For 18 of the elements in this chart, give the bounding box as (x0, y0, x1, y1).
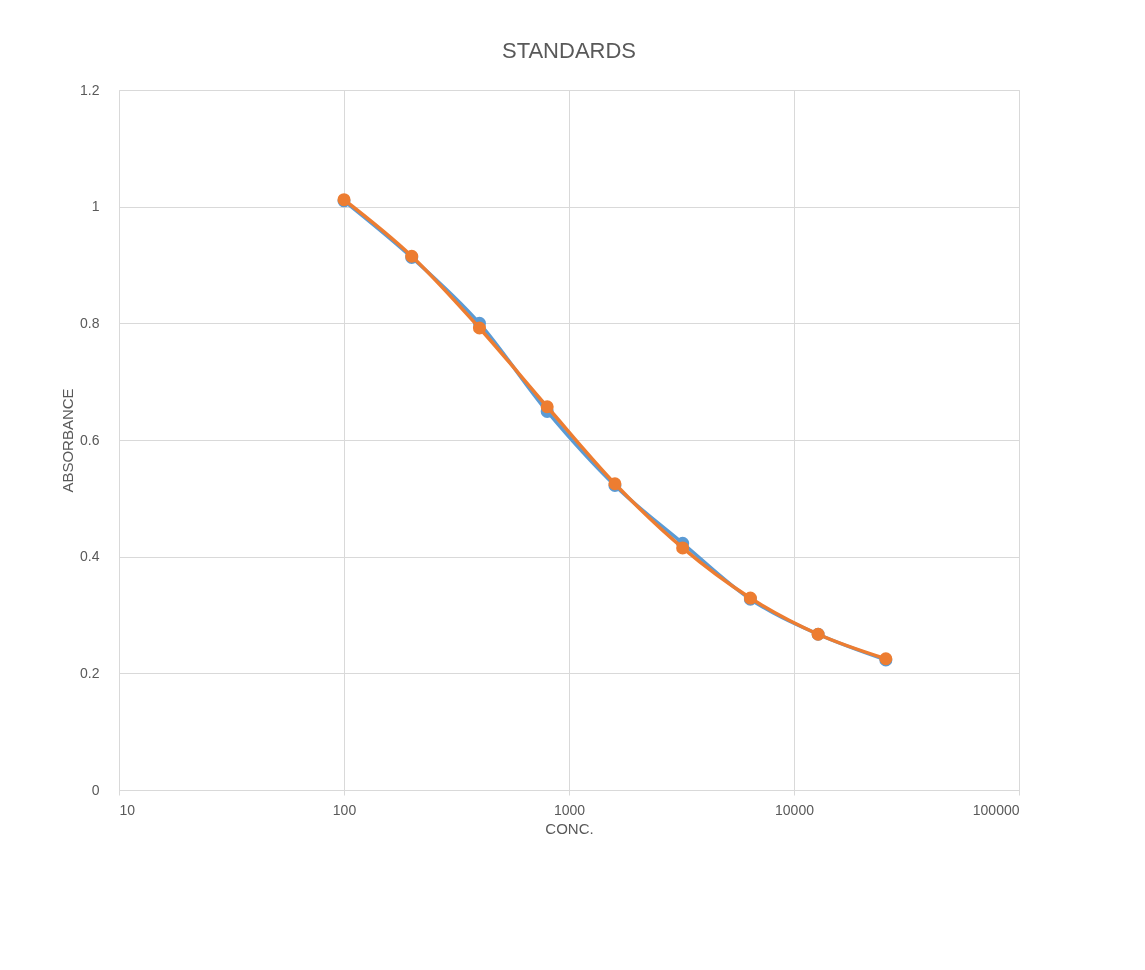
y-tick-label: 0 (91, 781, 100, 798)
x-tick-label: 10000 (775, 801, 815, 818)
point (540, 400, 554, 414)
chart-title: STANDARDS (501, 38, 637, 63)
point (472, 321, 486, 335)
x-axis-title: CONC. (545, 819, 594, 837)
y-tick-label: 1.2 (80, 81, 100, 98)
x-tick-label: 100 (332, 801, 357, 818)
y-tick-label: 0.6 (80, 431, 100, 448)
x-tick-label: 10 (119, 801, 136, 818)
y-tick-label: 0.2 (80, 664, 100, 681)
y-axis-title: ABSORBANCE (59, 388, 77, 493)
point (676, 541, 690, 555)
y-tick-label: 1 (91, 198, 100, 215)
x-tick-label: 1000 (553, 801, 586, 818)
y-tick-label: 0.4 (80, 548, 100, 565)
x-tick-label: 100000 (972, 801, 1020, 818)
y-tick-label: 0.8 (80, 314, 100, 331)
